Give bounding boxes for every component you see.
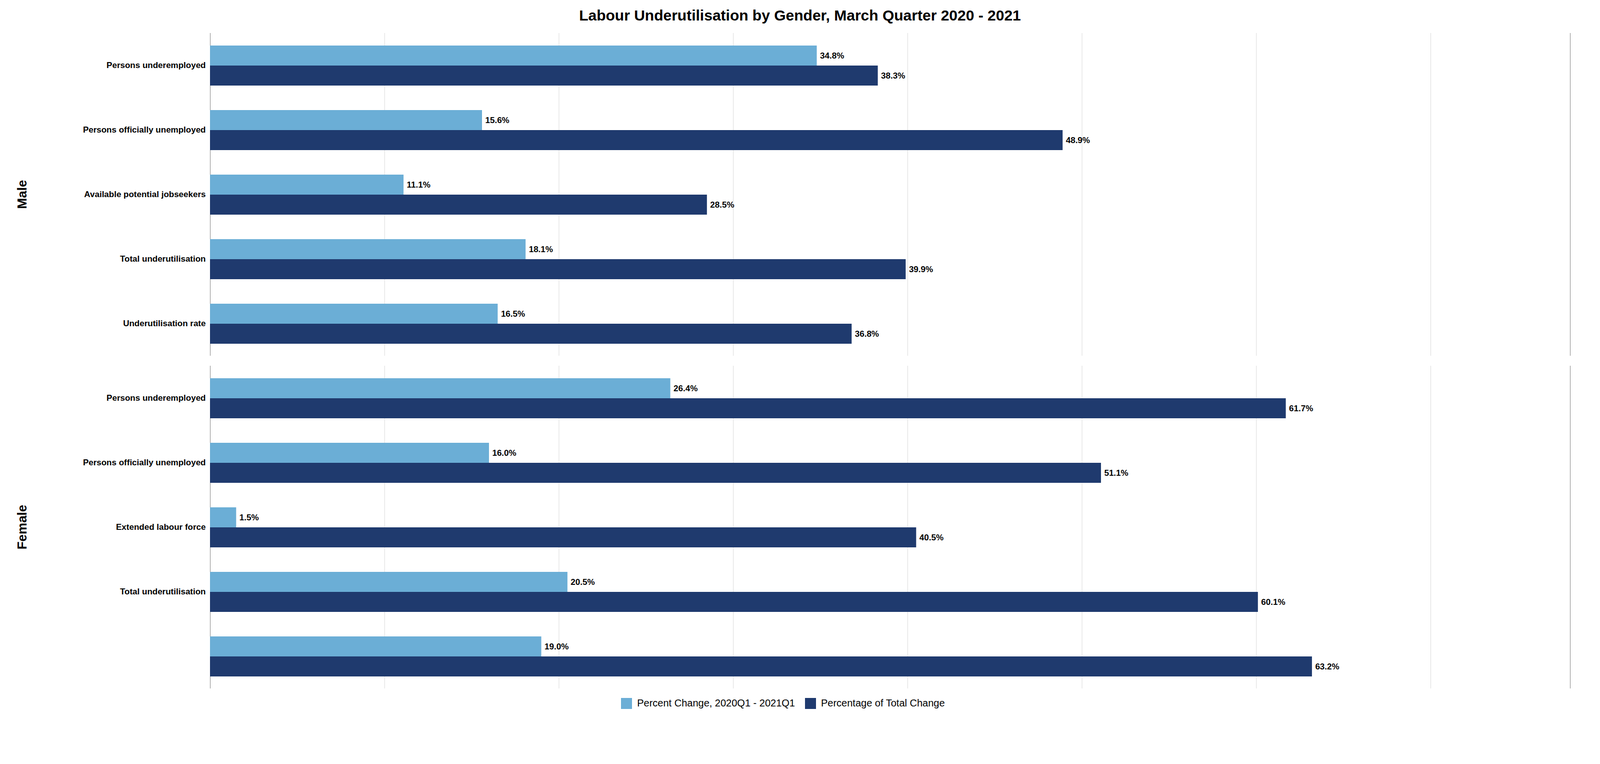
svg-text:36.8%: 36.8% [855,329,879,339]
svg-text:40.5%: 40.5% [919,532,944,542]
svg-text:20.5%: 20.5% [570,577,595,587]
svg-text:63.2%: 63.2% [1315,661,1339,671]
svg-text:1.5%: 1.5% [239,512,259,522]
html-text:Percent Change, 2020Q1 - 2021Q: Percent Change, 2020Q1 - 2021Q1 [637,697,795,708]
svg-text:Extended labour force: Extended labour force [116,522,206,532]
svg-text:28.5%: 28.5% [710,200,734,210]
svg-text:19.0%: 19.0% [544,641,569,651]
svg-text:Persons underemployed: Persons underemployed [106,60,206,70]
svg-text:38.3%: 38.3% [881,71,905,81]
svg-text:16.5%: 16.5% [501,309,525,319]
svg-text:Persons underemployed: Persons underemployed [106,393,206,403]
svg-text:15.6%: 15.6% [485,115,510,125]
svg-text:34.8%: 34.8% [820,51,844,61]
svg-text:Total underutilisation: Total underutilisation [120,254,206,264]
svg-text:Persons officially unemployed: Persons officially unemployed [83,125,206,135]
svg-text:11.1%: 11.1% [407,180,431,190]
svg-text:Total underutilisation: Total underutilisation [120,586,206,596]
svg-text:Underutilisation rate: Underutilisation rate [123,318,206,328]
svg-text:16.0%: 16.0% [492,448,516,458]
html-text:Percentage of Total Change: Percentage of Total Change [821,697,945,708]
svg-text:48.9%: 48.9% [1066,135,1090,145]
svg-text:39.9%: 39.9% [909,264,933,274]
svg-text:61.7%: 61.7% [1289,403,1313,413]
svg-text:Available potential jobseekers: Available potential jobseekers [84,189,206,199]
svg-text:51.1%: 51.1% [1104,468,1128,478]
svg-text:18.1%: 18.1% [529,244,553,254]
svg-text:26.4%: 26.4% [673,383,698,393]
html-text:Labour Underutilisation by Gen: Labour Underutilisation by Gender, March… [579,7,1021,24]
svg-text:Persons officially unemployed: Persons officially unemployed [83,457,206,467]
html-text:Male: Male [14,179,30,209]
svg-text:60.1%: 60.1% [1261,597,1285,607]
html-text:Female: Female [14,504,30,550]
